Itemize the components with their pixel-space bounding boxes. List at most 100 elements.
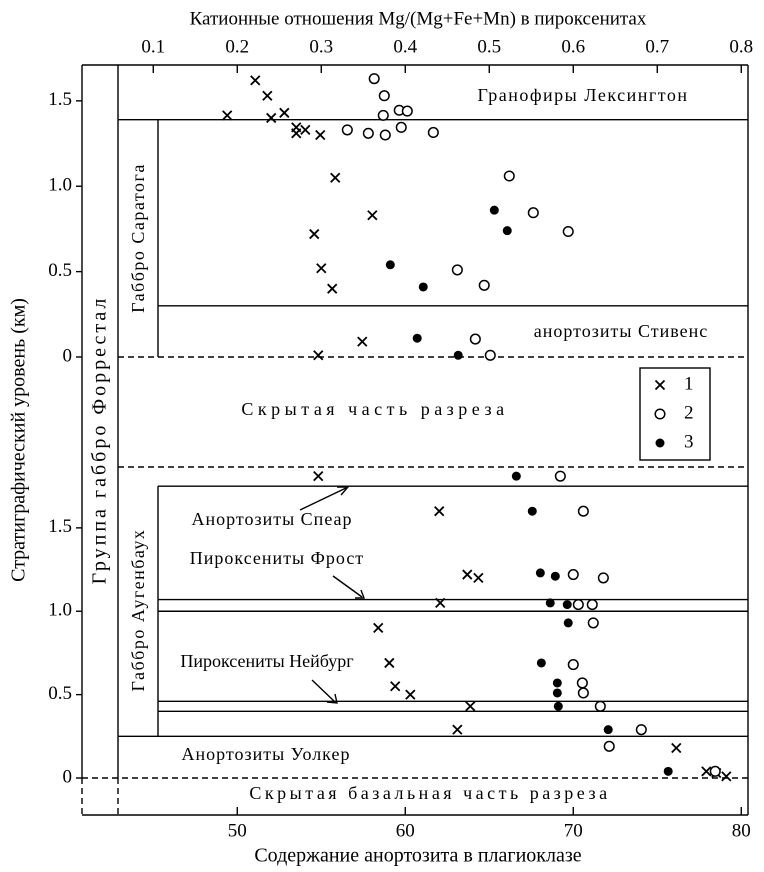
cross-marker: [671, 742, 682, 754]
legend-label: 2: [684, 402, 694, 423]
cross-marker: [313, 471, 324, 482]
legend-box: [639, 367, 711, 461]
zone-label: Пироксениты Нейбург: [180, 651, 353, 671]
dot-marker: [603, 725, 613, 735]
cross-marker: [473, 572, 484, 584]
cross-marker: [465, 701, 476, 712]
dot-marker: [412, 333, 422, 343]
cross-marker: [309, 228, 320, 240]
cross-marker: [266, 112, 277, 124]
open-marker: [378, 90, 390, 102]
dot-marker: [552, 688, 562, 698]
dot-marker: [502, 226, 512, 236]
x2-tick-label: 0.2: [225, 36, 249, 57]
cross-marker: [384, 657, 395, 669]
x-tick-label: 70: [564, 820, 583, 841]
arrow-head: [355, 589, 366, 599]
x2-tick-label: 0.1: [141, 36, 165, 57]
y-tick-label: 1.5: [48, 516, 72, 537]
x-tick-label: 60: [396, 820, 415, 841]
dot-marker: [536, 658, 546, 668]
cross-marker: [373, 622, 384, 634]
y-tick-label: 1.0: [48, 175, 72, 196]
dot-marker: [562, 600, 572, 610]
open-marker: [554, 470, 566, 482]
dot-marker: [453, 350, 463, 360]
cross-marker: [654, 379, 666, 391]
cross-marker: [327, 283, 338, 294]
y-axis-title: Стратиграфический уровень (км): [8, 298, 30, 582]
y-tick-label: 1.0: [48, 600, 72, 621]
y-tick-label: 0: [63, 345, 73, 366]
open-marker: [427, 126, 439, 139]
cross-marker: [222, 110, 233, 121]
arrow-head: [326, 693, 338, 704]
zone-label: Габбро Саратога: [128, 163, 148, 313]
cross-marker: [452, 724, 463, 735]
cross-marker: [313, 350, 324, 361]
open-marker: [527, 207, 539, 219]
open-marker: [469, 333, 481, 345]
y-tick-label: 0.5: [48, 260, 72, 281]
cross-marker: [405, 689, 416, 700]
cross-marker: [315, 129, 326, 141]
x2-tick-label: 0.8: [729, 36, 753, 57]
open-marker: [503, 170, 515, 182]
cross-marker: [390, 681, 401, 692]
dot-marker: [545, 598, 555, 608]
x2-tick-label: 0.6: [561, 36, 585, 57]
open-marker: [567, 569, 579, 581]
x-axis-title: Содержание анортозита в плагиоклазе: [254, 845, 581, 867]
open-marker: [401, 105, 413, 117]
open-marker: [395, 121, 407, 133]
cross-marker: [279, 107, 290, 118]
open-marker: [576, 677, 588, 689]
open-marker: [451, 264, 463, 276]
open-marker: [594, 700, 606, 712]
open-marker: [341, 124, 353, 136]
legend-label: 3: [684, 431, 694, 452]
dot-marker: [385, 260, 395, 270]
open-marker: [635, 724, 647, 736]
x2-tick-label: 0.4: [393, 36, 417, 57]
cross-marker: [357, 336, 368, 347]
zone-label: Скрытая базальная часть разреза: [249, 783, 610, 803]
open-marker: [587, 617, 599, 629]
zone-label: Скрытая часть разреза: [241, 399, 508, 419]
dot-marker: [511, 471, 521, 481]
x2-tick-label: 0.5: [477, 36, 501, 57]
open-marker: [484, 349, 496, 361]
dot-marker: [663, 766, 673, 776]
cross-marker: [434, 506, 445, 517]
cross-marker: [701, 766, 712, 777]
cross-marker: [316, 263, 327, 274]
cross-marker: [300, 124, 311, 136]
arrow: [332, 575, 363, 598]
y-tick-label: 1.5: [48, 89, 72, 110]
open-marker: [654, 408, 666, 420]
x2-tick-label: 0.3: [309, 36, 333, 57]
x-tick-label: 50: [228, 820, 247, 841]
cross-marker: [250, 75, 261, 86]
open-marker: [586, 599, 598, 611]
open-marker: [478, 279, 490, 291]
arrow: [299, 487, 347, 511]
cross-marker: [367, 210, 378, 221]
zone-label: Гранофиры Лексингтон: [477, 85, 688, 105]
x-tick-label: 80: [732, 820, 751, 841]
open-marker: [577, 505, 589, 517]
dot-marker: [563, 618, 573, 628]
zone-label: анортозиты Стивенс: [534, 321, 709, 341]
open-marker: [577, 687, 589, 699]
arrow: [311, 679, 336, 703]
open-marker: [368, 73, 380, 85]
dot-marker: [527, 506, 537, 516]
cross-marker: [462, 569, 473, 580]
group-label: Группа габбро Форрестал: [89, 296, 111, 585]
y-tick-label: 0.5: [48, 683, 72, 704]
cross-marker: [330, 172, 341, 183]
open-marker: [572, 599, 584, 611]
open-marker: [377, 109, 389, 121]
